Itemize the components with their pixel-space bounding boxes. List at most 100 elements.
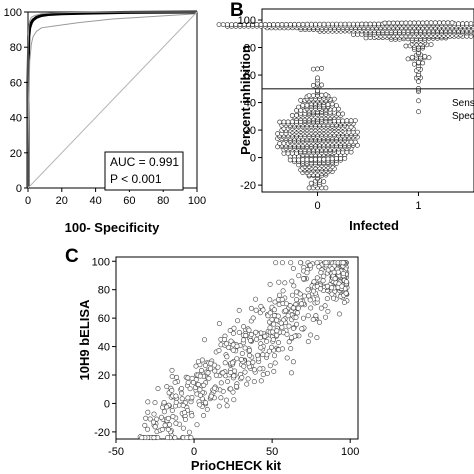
dot-point: [296, 157, 301, 163]
scatter-point: [197, 387, 203, 393]
scatter-point: [258, 345, 264, 351]
scatter-point: [241, 337, 247, 343]
dot-point: [376, 21, 381, 27]
scatter-point: [267, 297, 273, 303]
scatter-point: [180, 425, 186, 431]
dot-point: [441, 20, 447, 26]
scatter-point: [271, 353, 277, 359]
dot-point: [416, 109, 421, 115]
scatter-point: [242, 369, 248, 375]
dot-point: [313, 21, 318, 27]
scatter-point: [275, 339, 281, 345]
scatter-point: [290, 359, 296, 365]
scatter-y-tick-label: 100: [92, 256, 110, 268]
dot-point: [331, 96, 337, 102]
scatter-point: [238, 356, 244, 362]
scatter-point: [279, 296, 285, 302]
dot-point: [291, 157, 297, 163]
scatter-point: [185, 379, 191, 385]
dot-point: [340, 111, 346, 117]
scatter-point: [284, 331, 290, 337]
scatter-point: [305, 287, 311, 293]
roc-y-tick-label: 80: [10, 42, 22, 54]
dot-point: [279, 21, 285, 27]
roc-x-axis-label: 100- Specificity: [65, 220, 160, 235]
dot-plot-x-axis-label: Infected: [349, 218, 399, 233]
scatter-point: [270, 329, 276, 335]
dot-point: [336, 111, 341, 117]
dot-point: [321, 156, 327, 162]
dot-point: [416, 79, 421, 84]
dot-point: [312, 156, 318, 162]
scatter-point: [145, 409, 151, 415]
scatter-point: [322, 314, 328, 320]
scatter-point: [317, 286, 323, 292]
scatter-point: [169, 387, 175, 393]
scatter-point: [271, 368, 277, 374]
dot-point: [296, 104, 301, 110]
scatter-point: [295, 305, 301, 311]
dot-point: [317, 156, 322, 162]
scatter-x-tick-label: 50: [266, 446, 278, 458]
scatter-point: [300, 315, 306, 321]
scatter-point: [278, 320, 284, 326]
dot-point: [411, 61, 417, 67]
scatter-point: [290, 325, 296, 331]
dot-plot-y-axis-label: Percent inhibition: [238, 45, 253, 155]
scatter-point: [182, 410, 188, 416]
dot-point: [355, 21, 360, 27]
scatter-point: [216, 347, 222, 353]
dot-point: [310, 66, 316, 72]
correlation-scatter-chart: C -20 0 20 40 60 80 100 -50 0 50 100 10H9 bELISA P…: [65, 246, 359, 473]
scatter-point: [307, 262, 313, 268]
roc-x-tick-label: 40: [89, 195, 101, 207]
scatter-point: [247, 347, 253, 353]
scatter-point: [167, 422, 173, 428]
dot-point: [306, 185, 312, 191]
auc-annotation-box: [104, 151, 184, 191]
scatter-point: [305, 313, 311, 319]
auc-annotation-line-1: AUC = 0.991: [110, 155, 179, 169]
dot-point: [363, 21, 369, 27]
scatter-point: [330, 295, 336, 301]
dot-point: [292, 21, 297, 27]
scatter-point: [314, 335, 320, 341]
scatter-point: [179, 396, 185, 402]
scatter-point: [216, 321, 222, 327]
dot-y-tick-label: 100: [238, 15, 256, 27]
legend-sensitivity: Sens: [452, 98, 474, 109]
scatter-point: [202, 337, 208, 343]
dot-y-tick-label: 60: [244, 70, 256, 82]
scatter-axes: -20 0 20 40 60 80 100 -50 0 50 100: [92, 256, 360, 458]
dot-y-tick-label: 80: [244, 43, 256, 55]
dot-point: [296, 21, 302, 27]
scatter-point: [300, 276, 306, 282]
roc-x-tick-label: 60: [123, 195, 135, 207]
roc-y-tick-label: 60: [10, 77, 22, 89]
roc-plot-area: [26, 10, 198, 189]
scatter-point: [179, 385, 185, 391]
scatter-point: [187, 386, 193, 392]
dot-point: [468, 21, 474, 26]
scatter-point: [151, 411, 157, 417]
scatter-point: [222, 360, 228, 366]
dot-point: [321, 21, 327, 27]
scatter-point: [165, 435, 171, 441]
scatter-point: [251, 379, 257, 385]
dot-point: [428, 20, 434, 26]
scatter-point: [269, 316, 275, 322]
dot-point: [216, 22, 222, 27]
dot-point: [432, 20, 438, 26]
scatter-point: [208, 366, 214, 372]
dot-plot-chart: B -20 0 20 40 60 80 100 0 1 Sens Spec Percent in…: [216, 0, 474, 233]
scatter-y-tick-label: 0: [104, 398, 110, 410]
dot-point: [304, 21, 310, 27]
scatter-point: [213, 372, 219, 378]
scatter-point: [323, 260, 329, 266]
scatter-point: [197, 373, 203, 379]
scatter-point: [241, 324, 247, 330]
scatter-point: [155, 386, 161, 392]
dot-point: [420, 20, 426, 26]
scatter-point: [204, 406, 210, 412]
scatter-point: [248, 331, 254, 337]
